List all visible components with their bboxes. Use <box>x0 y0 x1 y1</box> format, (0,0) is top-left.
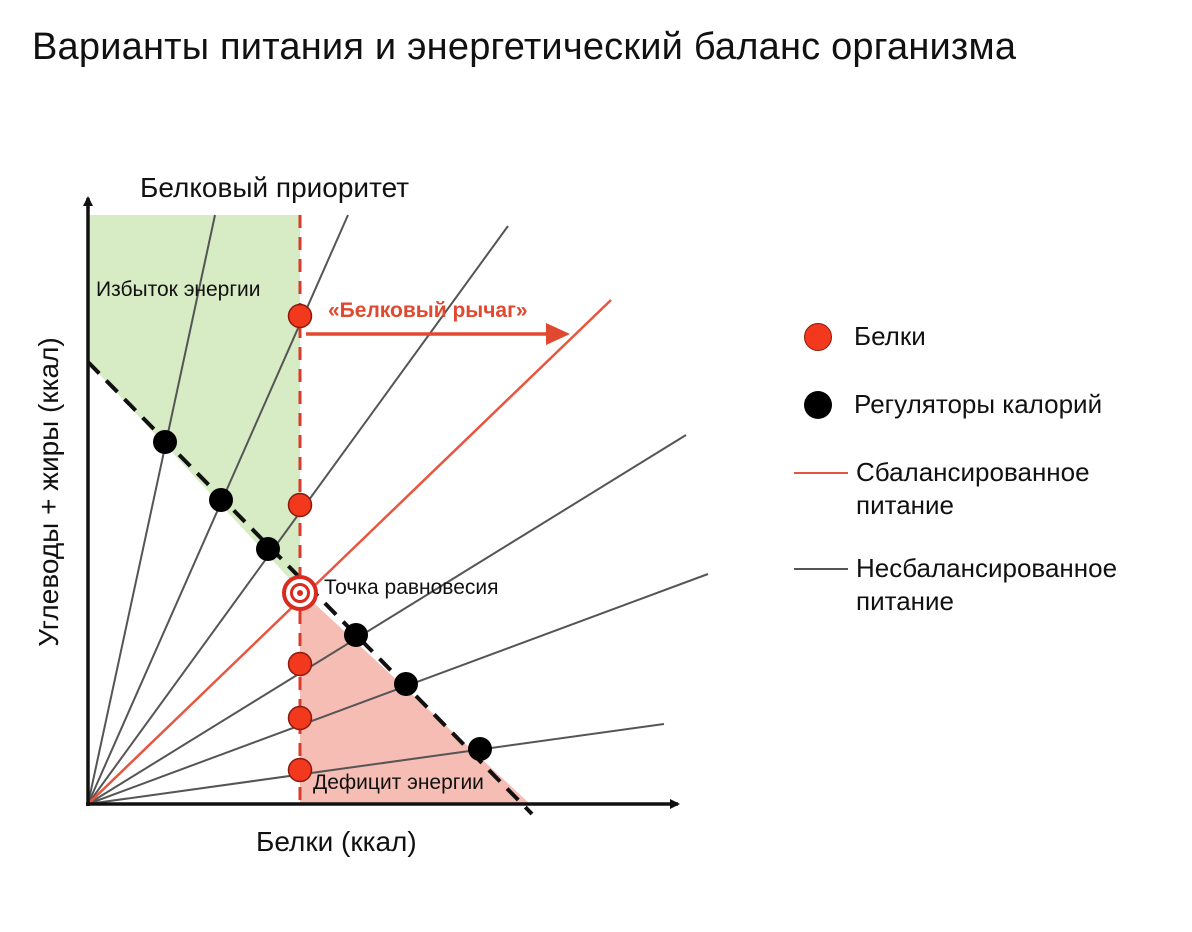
regulator-point <box>344 623 368 647</box>
protein-point <box>287 705 313 731</box>
legend-label: Сбалансированное <box>856 457 1090 487</box>
balanced-line-icon <box>794 472 848 474</box>
legend-item-unbalanced: Несбалансированное питание <box>794 552 1117 618</box>
unbalanced-ray <box>87 434 687 805</box>
equilibrium-target-icon <box>282 575 318 611</box>
protein-point <box>287 492 313 518</box>
surplus-region <box>88 215 300 590</box>
unbalanced-line-icon <box>794 568 848 570</box>
regulator-point <box>256 537 280 561</box>
legend-label: Регуляторы калорий <box>854 389 1103 419</box>
regulator-point <box>209 488 233 512</box>
protein-point <box>287 757 313 783</box>
unbalanced-ray <box>87 214 216 805</box>
deficit-label: Дефицит энергии <box>313 771 484 794</box>
protein-point <box>287 651 313 677</box>
protein-lever-label: «Белковый рычаг» <box>328 299 528 322</box>
legend-label: питание <box>856 490 955 520</box>
regulator-point <box>153 430 177 454</box>
x-axis-label: Белки (ккал) <box>256 826 417 857</box>
legend-label: питание <box>856 586 955 616</box>
protein-dot-icon <box>804 323 832 351</box>
regulator-dot-icon <box>804 391 832 419</box>
surplus-label: Избыток энергии <box>96 278 260 301</box>
equilibrium-label: Точка равновесия <box>324 576 499 599</box>
y-axis-label: Углеводы + жиры (ккал) <box>33 337 64 646</box>
legend-label: Несбалансированное <box>856 553 1118 583</box>
protein-priority-label: Белковый приоритет <box>140 172 409 203</box>
regulator-point <box>468 737 492 761</box>
regulator-point <box>394 672 418 696</box>
legend-label: Белки <box>854 321 926 351</box>
legend-item-protein: Белки <box>794 320 926 353</box>
balanced-line <box>87 299 612 805</box>
protein-point <box>287 303 313 329</box>
legend-item-balanced: Сбалансированное питание <box>794 456 1090 522</box>
protein-lever-arrowhead <box>546 323 570 345</box>
legend-item-regulators: Регуляторы калорий <box>794 388 1102 421</box>
page-title: Варианты питания и энергетический баланс… <box>32 26 1017 68</box>
unbalanced-ray <box>87 723 665 805</box>
